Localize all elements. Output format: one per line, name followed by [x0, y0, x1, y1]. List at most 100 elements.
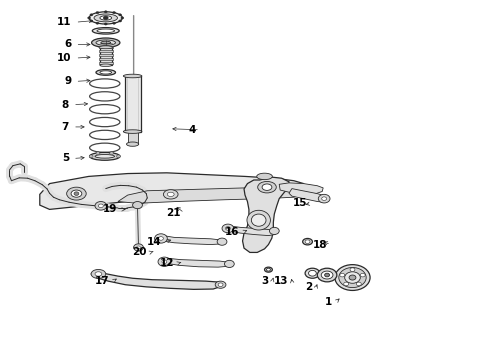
Text: 9: 9 — [64, 76, 72, 86]
Circle shape — [162, 260, 167, 264]
Circle shape — [113, 12, 116, 14]
Ellipse shape — [126, 142, 139, 146]
Circle shape — [121, 17, 124, 19]
Text: 1: 1 — [325, 297, 332, 307]
Circle shape — [89, 155, 93, 158]
Ellipse shape — [67, 187, 86, 200]
Ellipse shape — [349, 275, 356, 280]
Circle shape — [95, 202, 107, 210]
Text: 7: 7 — [62, 122, 69, 132]
Circle shape — [103, 16, 108, 20]
Bar — [99, 58, 113, 60]
Circle shape — [155, 234, 167, 243]
Circle shape — [110, 152, 114, 155]
Bar — [99, 62, 113, 64]
Ellipse shape — [305, 240, 310, 243]
Polygon shape — [91, 270, 223, 289]
Ellipse shape — [92, 28, 119, 34]
Ellipse shape — [97, 29, 115, 33]
Circle shape — [96, 12, 99, 14]
Polygon shape — [289, 189, 327, 202]
Ellipse shape — [267, 268, 270, 271]
Ellipse shape — [321, 271, 333, 279]
Circle shape — [270, 227, 279, 234]
Ellipse shape — [100, 16, 112, 20]
Circle shape — [360, 273, 365, 277]
Circle shape — [117, 155, 121, 158]
Ellipse shape — [167, 192, 174, 197]
Text: 2: 2 — [305, 282, 313, 292]
Polygon shape — [162, 258, 230, 267]
Circle shape — [90, 20, 93, 22]
Bar — [99, 46, 113, 48]
Ellipse shape — [99, 46, 113, 49]
Ellipse shape — [247, 210, 270, 230]
Circle shape — [356, 282, 361, 286]
Ellipse shape — [123, 74, 142, 78]
Ellipse shape — [218, 283, 223, 287]
Text: 16: 16 — [224, 227, 239, 237]
Ellipse shape — [215, 281, 226, 288]
Ellipse shape — [335, 265, 370, 291]
Ellipse shape — [258, 181, 276, 193]
Circle shape — [104, 11, 107, 13]
Circle shape — [90, 14, 93, 16]
Text: 15: 15 — [293, 198, 308, 208]
Text: 19: 19 — [102, 204, 117, 215]
Ellipse shape — [262, 184, 272, 190]
Bar — [99, 54, 113, 56]
Circle shape — [350, 268, 355, 271]
Circle shape — [217, 238, 227, 245]
Circle shape — [104, 23, 107, 25]
Circle shape — [133, 202, 143, 209]
Text: 3: 3 — [261, 276, 269, 286]
Circle shape — [340, 273, 344, 277]
Ellipse shape — [305, 268, 320, 278]
Text: 17: 17 — [95, 276, 109, 286]
Circle shape — [224, 260, 234, 267]
Polygon shape — [158, 235, 223, 244]
Ellipse shape — [101, 41, 111, 44]
Circle shape — [318, 194, 330, 203]
Circle shape — [74, 192, 79, 195]
Ellipse shape — [318, 268, 337, 282]
Text: 8: 8 — [62, 100, 69, 110]
Text: 4: 4 — [189, 125, 196, 135]
Text: 13: 13 — [273, 276, 288, 286]
Polygon shape — [40, 173, 304, 210]
Circle shape — [96, 22, 99, 24]
Circle shape — [225, 226, 230, 230]
Circle shape — [119, 20, 122, 22]
Text: 20: 20 — [132, 247, 147, 257]
Circle shape — [159, 237, 163, 240]
Text: 11: 11 — [57, 17, 72, 27]
Polygon shape — [279, 183, 323, 194]
Circle shape — [98, 204, 103, 208]
Text: 5: 5 — [62, 153, 69, 163]
Ellipse shape — [123, 130, 142, 134]
Circle shape — [343, 282, 348, 286]
Ellipse shape — [303, 238, 313, 245]
Ellipse shape — [309, 270, 317, 276]
Ellipse shape — [100, 71, 112, 74]
Text: 6: 6 — [64, 40, 72, 49]
Bar — [99, 50, 113, 52]
Ellipse shape — [257, 173, 272, 180]
Text: 10: 10 — [57, 53, 72, 63]
Ellipse shape — [251, 214, 266, 226]
Ellipse shape — [89, 12, 122, 24]
Polygon shape — [118, 188, 304, 203]
Circle shape — [158, 257, 171, 266]
Ellipse shape — [95, 154, 115, 158]
Ellipse shape — [96, 69, 116, 75]
Ellipse shape — [90, 152, 120, 160]
Circle shape — [222, 224, 234, 233]
Circle shape — [119, 14, 122, 16]
Ellipse shape — [325, 273, 330, 277]
Ellipse shape — [163, 190, 178, 199]
Ellipse shape — [92, 38, 120, 47]
Polygon shape — [243, 177, 289, 252]
Ellipse shape — [95, 272, 102, 276]
Ellipse shape — [344, 272, 360, 283]
Ellipse shape — [71, 190, 82, 197]
